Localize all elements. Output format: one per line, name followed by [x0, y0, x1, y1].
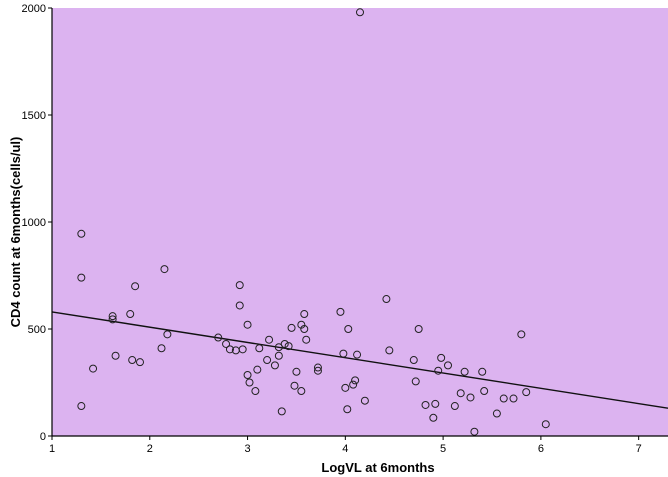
x-axis-title: LogVL at 6months — [321, 460, 434, 475]
data-point — [353, 350, 362, 359]
data-point — [108, 312, 117, 321]
data-point — [509, 394, 518, 403]
y-tick-label: 1000 — [22, 217, 46, 229]
data-point — [382, 295, 391, 304]
data-point — [341, 383, 350, 392]
data-point — [343, 405, 352, 414]
data-point — [499, 394, 508, 403]
data-point — [253, 365, 262, 374]
data-point — [437, 353, 446, 362]
data-point — [255, 344, 264, 353]
data-point — [265, 335, 274, 344]
data-point — [160, 265, 169, 274]
x-tick-label: 5 — [440, 443, 446, 455]
data-point — [270, 361, 279, 370]
data-point — [492, 409, 501, 418]
y-tick-label: 0 — [40, 431, 46, 443]
data-point — [297, 320, 306, 329]
x-tick-label: 1 — [49, 443, 55, 455]
data-point — [431, 399, 440, 408]
y-tick-label: 1500 — [22, 110, 46, 122]
data-point — [411, 377, 420, 386]
data-point — [450, 402, 459, 411]
data-point — [126, 310, 135, 319]
data-point — [136, 358, 144, 367]
data-point — [245, 378, 254, 387]
data-point — [280, 339, 289, 348]
data-point — [517, 330, 526, 339]
data-point — [225, 345, 234, 354]
data-point — [421, 400, 430, 409]
data-point — [456, 389, 465, 398]
data-point — [344, 325, 353, 333]
data-point — [277, 407, 286, 416]
data-point — [297, 387, 306, 396]
data-point — [470, 427, 479, 436]
y-tick-label: 2000 — [22, 3, 46, 15]
data-point — [385, 346, 394, 355]
data-point — [409, 356, 418, 365]
data-point — [292, 367, 301, 376]
x-tick-label: 3 — [244, 443, 250, 455]
data-point — [351, 376, 360, 385]
fit-line-layer — [51, 311, 668, 409]
data-point — [77, 229, 86, 238]
data-point — [434, 366, 443, 375]
y-axis-ticks: 0 500 1000 1500 2000 — [22, 3, 52, 443]
data-point — [339, 349, 348, 358]
data-point — [522, 388, 531, 397]
data-point — [313, 366, 322, 375]
data-point — [111, 351, 120, 360]
data-point — [466, 393, 475, 402]
data-point — [235, 281, 244, 290]
points-layer — [77, 8, 550, 436]
data-point — [128, 356, 137, 365]
data-point — [163, 330, 172, 339]
data-point — [300, 310, 309, 319]
x-axis-ticks: 1 2 3 4 5 6 7 — [49, 436, 642, 455]
data-point — [235, 301, 244, 310]
data-point — [300, 325, 309, 333]
data-point — [214, 333, 223, 342]
data-point — [360, 396, 369, 405]
data-point — [478, 367, 487, 376]
data-point — [251, 387, 260, 396]
plot-area — [52, 8, 668, 436]
data-point — [480, 387, 489, 396]
x-tick-label: 6 — [538, 443, 544, 455]
data-point — [429, 413, 438, 422]
data-point — [287, 323, 296, 332]
data-point — [349, 380, 358, 389]
data-point — [157, 344, 166, 353]
data-point — [284, 342, 293, 351]
x-tick-label: 4 — [342, 443, 348, 455]
data-point — [313, 363, 322, 372]
data-point — [108, 315, 117, 324]
data-point — [243, 371, 252, 380]
data-point — [541, 420, 550, 429]
data-point — [356, 8, 364, 17]
data-point — [336, 307, 345, 316]
data-point — [302, 335, 311, 344]
data-point — [77, 402, 86, 411]
data-point — [290, 381, 299, 390]
data-point — [131, 282, 140, 291]
data-point — [414, 325, 423, 333]
data-point — [243, 320, 252, 329]
data-point — [444, 361, 452, 370]
data-point — [77, 273, 86, 282]
x-tick-label: 2 — [147, 443, 153, 455]
y-axis-title: CD4 count at 6months(cells/ul) — [8, 137, 23, 328]
data-point — [238, 345, 247, 354]
data-point — [222, 339, 231, 348]
data-point — [274, 351, 283, 360]
data-point — [89, 364, 98, 373]
data-point — [263, 356, 272, 365]
y-tick-label: 500 — [28, 324, 46, 336]
data-point — [460, 367, 469, 376]
fit-line — [51, 311, 668, 409]
x-tick-label: 7 — [636, 443, 642, 455]
